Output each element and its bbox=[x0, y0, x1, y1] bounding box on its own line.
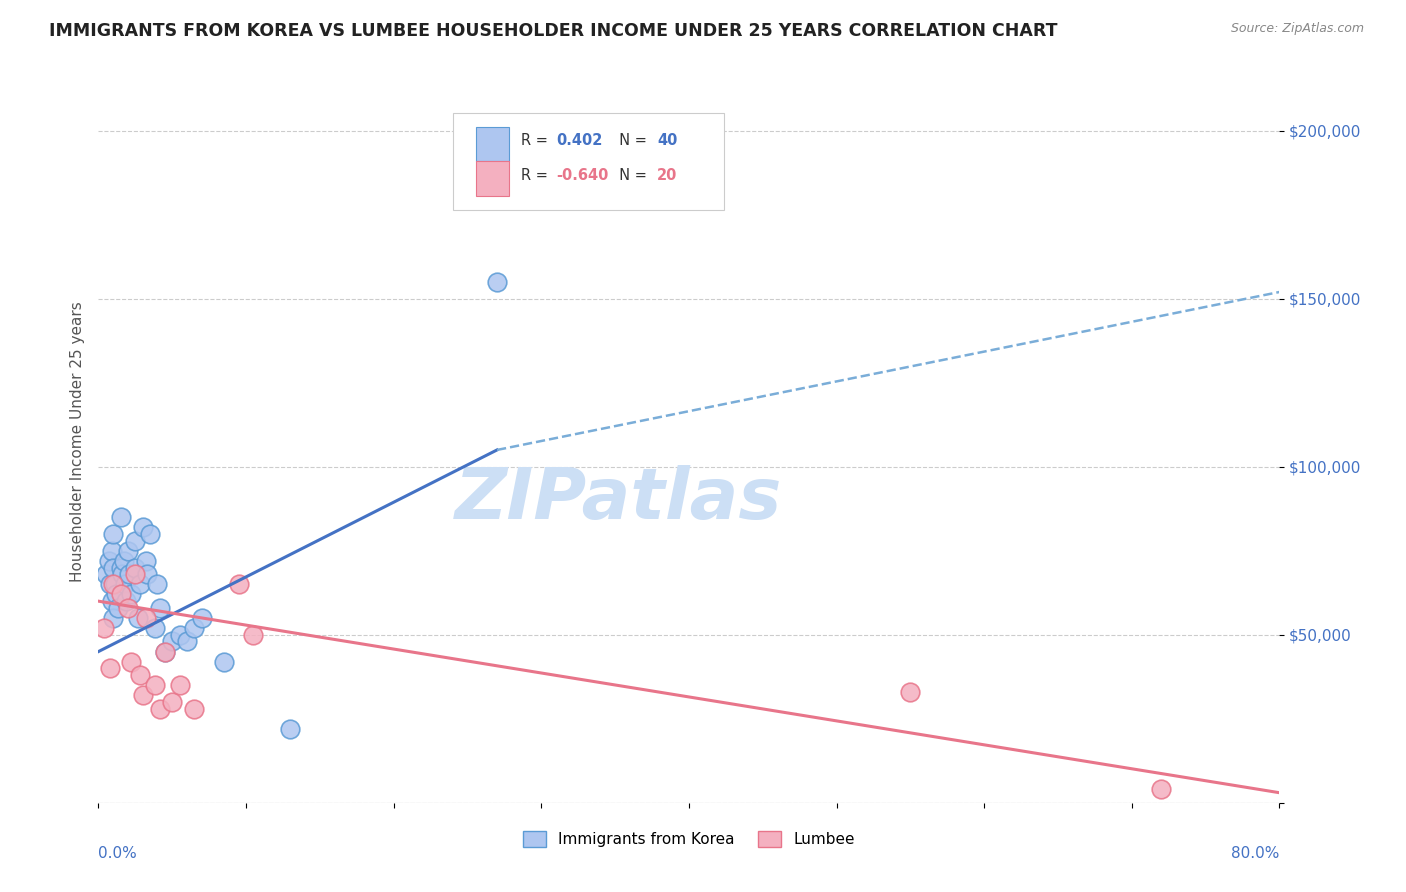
FancyBboxPatch shape bbox=[477, 127, 509, 161]
Point bbox=[103, 527, 125, 541]
Text: 0.0%: 0.0% bbox=[98, 847, 138, 861]
Point bbox=[149, 600, 172, 615]
Point bbox=[128, 577, 150, 591]
Point bbox=[120, 655, 142, 669]
Point bbox=[115, 594, 138, 608]
Point bbox=[128, 668, 150, 682]
Point bbox=[94, 567, 117, 582]
Point bbox=[183, 702, 205, 716]
Point bbox=[103, 560, 125, 574]
Point bbox=[183, 621, 205, 635]
Point bbox=[93, 621, 115, 635]
Point bbox=[110, 587, 132, 601]
Point bbox=[100, 594, 122, 608]
Point bbox=[162, 695, 183, 709]
Text: Source: ZipAtlas.com: Source: ZipAtlas.com bbox=[1230, 22, 1364, 36]
Point bbox=[242, 628, 264, 642]
Point bbox=[169, 628, 191, 642]
Point bbox=[120, 587, 142, 601]
Point bbox=[153, 644, 176, 658]
Legend: Immigrants from Korea, Lumbee: Immigrants from Korea, Lumbee bbox=[517, 825, 860, 853]
Point bbox=[136, 567, 159, 582]
FancyBboxPatch shape bbox=[477, 161, 509, 196]
Point bbox=[143, 678, 166, 692]
Point bbox=[127, 611, 149, 625]
Text: IMMIGRANTS FROM KOREA VS LUMBEE HOUSEHOLDER INCOME UNDER 25 YEARS CORRELATION CH: IMMIGRANTS FROM KOREA VS LUMBEE HOUSEHOL… bbox=[49, 22, 1057, 40]
Point bbox=[135, 611, 157, 625]
Text: ZIPatlas: ZIPatlas bbox=[454, 465, 782, 533]
Point bbox=[98, 661, 121, 675]
Text: 40: 40 bbox=[657, 133, 678, 148]
Point bbox=[110, 560, 132, 574]
Point bbox=[103, 577, 125, 591]
Point bbox=[135, 554, 157, 568]
FancyBboxPatch shape bbox=[453, 112, 724, 211]
Point bbox=[153, 644, 176, 658]
Point bbox=[117, 600, 139, 615]
Y-axis label: Householder Income Under 25 years: Householder Income Under 25 years bbox=[69, 301, 84, 582]
Point bbox=[169, 678, 191, 692]
Point bbox=[124, 533, 146, 548]
Point bbox=[139, 527, 162, 541]
Text: 20: 20 bbox=[657, 169, 678, 184]
Text: R =: R = bbox=[522, 133, 553, 148]
Point bbox=[143, 621, 166, 635]
Point bbox=[110, 510, 132, 524]
Point bbox=[107, 600, 129, 615]
Point bbox=[124, 560, 146, 574]
Point bbox=[117, 543, 139, 558]
Point bbox=[104, 577, 127, 591]
Point bbox=[900, 685, 922, 699]
Text: R =: R = bbox=[522, 169, 553, 184]
Point bbox=[98, 577, 121, 591]
Point bbox=[149, 702, 172, 716]
Point bbox=[111, 567, 134, 582]
Point bbox=[100, 543, 122, 558]
Point bbox=[162, 634, 183, 648]
Point bbox=[191, 611, 214, 625]
Point bbox=[97, 554, 120, 568]
Text: -0.640: -0.640 bbox=[557, 169, 609, 184]
Point bbox=[105, 587, 128, 601]
Point bbox=[228, 577, 250, 591]
Point bbox=[118, 567, 141, 582]
Point bbox=[103, 611, 125, 625]
Point bbox=[124, 567, 146, 582]
Text: N =: N = bbox=[610, 169, 651, 184]
Text: N =: N = bbox=[610, 133, 651, 148]
Point bbox=[114, 577, 136, 591]
Text: 80.0%: 80.0% bbox=[1232, 847, 1279, 861]
Point bbox=[280, 722, 302, 736]
Point bbox=[176, 634, 198, 648]
Point bbox=[212, 655, 235, 669]
Point bbox=[132, 688, 155, 702]
Text: 0.402: 0.402 bbox=[557, 133, 603, 148]
Point bbox=[486, 275, 509, 289]
Point bbox=[112, 554, 135, 568]
Point bbox=[146, 577, 169, 591]
Point bbox=[1150, 782, 1173, 797]
Point bbox=[132, 520, 155, 534]
